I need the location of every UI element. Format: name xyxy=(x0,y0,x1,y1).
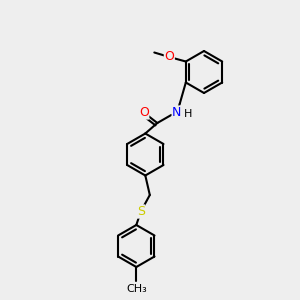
Text: H: H xyxy=(184,109,192,119)
Text: CH₃: CH₃ xyxy=(126,284,147,294)
Text: O: O xyxy=(139,106,149,119)
Text: N: N xyxy=(172,106,182,119)
Text: O: O xyxy=(164,50,174,64)
Text: S: S xyxy=(137,205,145,218)
